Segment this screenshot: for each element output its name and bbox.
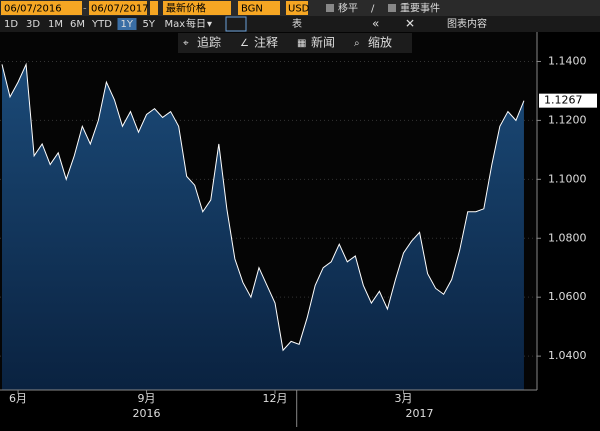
y-tick-label: 1.0800 <box>548 231 587 244</box>
range-button[interactable]: 5Y <box>143 19 156 30</box>
y-tick-label: 1.1200 <box>548 113 587 126</box>
currency-box[interactable] <box>286 1 308 15</box>
last-value-label: 1.1267 <box>544 94 583 107</box>
chart-tool[interactable]: 追踪 <box>197 35 221 50</box>
field-box[interactable] <box>163 1 231 15</box>
pen-icon[interactable]: / <box>371 4 375 15</box>
date-box[interactable] <box>89 1 147 15</box>
source[interactable]: BGN <box>241 4 263 15</box>
end-date[interactable]: 06/07/2017 <box>91 4 149 15</box>
dropdown-arrow[interactable]: ▾ <box>207 19 212 30</box>
price-field[interactable]: 最新价格 <box>166 2 206 15</box>
move[interactable]: 移平 <box>338 2 358 15</box>
currency[interactable]: USD <box>288 4 310 15</box>
tool-icon[interactable]: ⌕ <box>354 38 360 49</box>
x-tick-label: 6月 <box>9 392 27 405</box>
range-button[interactable]: Max <box>165 19 186 30</box>
range-button[interactable]: 1Y <box>121 19 134 30</box>
x-tick-label: 9月 <box>138 392 156 405</box>
chart-tool[interactable]: 注释 <box>254 35 278 50</box>
range-button[interactable]: 1M <box>48 19 63 30</box>
calendar-icon[interactable] <box>150 1 158 15</box>
tool-icon[interactable]: ⌖ <box>183 38 189 49</box>
checkbox[interactable] <box>326 4 334 12</box>
table-icon[interactable]: 表 <box>292 17 302 30</box>
range-active[interactable] <box>117 18 137 30</box>
chart-tool[interactable]: 缩放 <box>368 35 392 50</box>
range-button[interactable]: YTD <box>91 19 112 30</box>
tools-bg <box>178 33 412 53</box>
tool-icon[interactable]: ▦ <box>297 38 306 49</box>
year-label: 2016 <box>133 407 161 420</box>
dash: - <box>83 4 87 15</box>
close-icon[interactable]: ✕ <box>405 17 415 31</box>
frequency[interactable]: 每日 <box>186 17 206 30</box>
x-tick-label: 3月 <box>395 392 413 405</box>
y-tick-label: 1.0600 <box>548 290 587 303</box>
tool-icon[interactable]: ∠ <box>240 38 249 49</box>
last-value-tag <box>539 93 597 108</box>
chart-tool[interactable]: 新闻 <box>311 35 335 50</box>
date-box[interactable] <box>1 1 82 15</box>
range-button[interactable]: 3D <box>26 19 40 30</box>
checkbox[interactable] <box>388 4 396 12</box>
collapse-icon[interactable]: « <box>372 17 379 31</box>
start-date[interactable]: 06/07/2016 <box>4 4 62 15</box>
events[interactable]: 重要事件 <box>400 2 440 15</box>
range-bar-bg <box>0 16 600 32</box>
y-tick-label: 1.1000 <box>548 172 587 185</box>
range-button[interactable]: 6M <box>70 19 85 30</box>
chart-content[interactable]: 图表内容 <box>447 17 487 30</box>
range-button[interactable]: 1D <box>4 19 18 30</box>
line-chart-icon[interactable] <box>225 16 247 32</box>
source-box[interactable] <box>238 1 280 15</box>
line <box>1 62 525 352</box>
area <box>2 64 524 390</box>
y-tick-label: 1.0400 <box>548 349 587 362</box>
y-tick-label: 1.1400 <box>548 54 587 67</box>
x-tick-label: 12月 <box>263 392 288 405</box>
year-label: 2017 <box>406 407 434 420</box>
